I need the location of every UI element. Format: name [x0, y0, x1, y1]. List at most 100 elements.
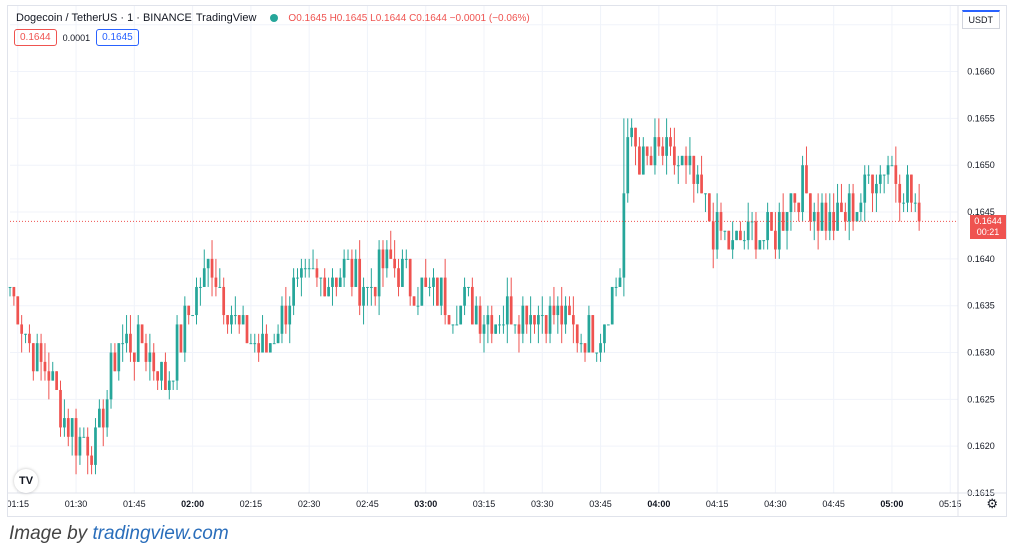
candle-body [288, 305, 292, 325]
candle-body [482, 324, 486, 334]
candle-body [603, 324, 606, 344]
candle-body [502, 324, 505, 326]
candle-body [793, 193, 797, 203]
candle-body [152, 352, 156, 372]
tradingview-logo-icon[interactable]: TV [14, 469, 38, 493]
candle-body [202, 268, 206, 287]
candle-body [572, 315, 575, 325]
candle-body [513, 324, 517, 326]
provider-name: TradingView [195, 12, 257, 24]
candle-body [867, 174, 870, 176]
candle-body [272, 343, 276, 345]
candle-body [428, 286, 431, 288]
candlestick-chart[interactable]: 0.16150.16200.16250.16300.16350.16400.16… [8, 6, 1006, 516]
candle-body [894, 165, 898, 184]
candle-body [490, 315, 494, 334]
candle-body [470, 286, 474, 325]
candle-body [447, 315, 451, 325]
candle-body [711, 221, 715, 250]
candle-body [369, 286, 373, 288]
candle-body [436, 277, 439, 306]
candle-body [707, 193, 711, 222]
candle-body [303, 268, 307, 270]
candle-body [253, 343, 257, 345]
candle-body [723, 230, 727, 232]
candle-body [160, 361, 163, 381]
candle-body [300, 268, 303, 278]
candle-body [816, 212, 820, 231]
x-tick-label: 02:30 [298, 499, 321, 509]
candle-body [781, 212, 785, 231]
candle-body [665, 137, 668, 156]
candle-body [408, 258, 412, 297]
candle-body [882, 174, 886, 176]
candle-body [537, 315, 540, 325]
candle-body [498, 324, 501, 326]
candle-body [890, 165, 894, 167]
candle-body [125, 333, 128, 344]
candle-body [777, 212, 781, 250]
candle-body [676, 165, 680, 167]
candle-body [136, 324, 140, 362]
chart-panel[interactable]: 0.1615 0.1620 0.1625 0.1630 0.1635 0.1640 0.16… [7, 5, 1007, 517]
candle-body [606, 324, 610, 326]
candle-body [836, 202, 839, 231]
source-link[interactable]: tradingview.com [92, 523, 229, 544]
candle-body [315, 268, 319, 278]
candle-body [206, 258, 210, 269]
candle-body [28, 333, 31, 344]
candle-body [366, 286, 369, 288]
candle-body [284, 305, 288, 325]
candle-body [455, 324, 459, 326]
candle-body [789, 193, 793, 213]
candle-body [401, 258, 404, 287]
x-tick-label: 04:30 [764, 499, 787, 509]
candle-body [715, 212, 719, 250]
caption-prefix: Image by [9, 523, 93, 544]
candle-body [746, 221, 750, 241]
market-status-icon[interactable] [270, 14, 279, 22]
x-tick-label: 03:00 [414, 499, 437, 509]
candle-body [94, 427, 97, 465]
candle-body [770, 212, 773, 231]
candle-body [638, 146, 641, 175]
candle-body [327, 286, 330, 297]
candle-body [556, 305, 560, 316]
candle-body [179, 324, 183, 353]
candle-body [257, 343, 261, 353]
x-tick-label: 03:30 [531, 499, 554, 509]
candle-body [210, 258, 214, 278]
candle-body [59, 389, 62, 428]
candle-body [591, 315, 595, 353]
candle-body [560, 305, 564, 325]
candle-body [20, 324, 24, 334]
candle-body [132, 352, 136, 362]
sell-price-button[interactable]: 0.1644 [14, 29, 57, 46]
candle-body [463, 286, 466, 306]
candle-body [653, 137, 657, 166]
candle-body [657, 137, 661, 147]
symbol-title: Dogecoin / TetherUS · 1 · BINANCE [16, 12, 192, 24]
candle-body [840, 202, 843, 213]
candle-body [393, 258, 396, 269]
candle-body [171, 380, 175, 382]
candle-body [696, 174, 700, 184]
gear-icon[interactable]: ⚙ [986, 496, 998, 511]
candle-body [129, 333, 132, 353]
candle-body [451, 324, 455, 326]
candle-body [233, 315, 237, 317]
candle-body [249, 343, 253, 345]
y-tick-label: 0.1660 [967, 67, 995, 77]
candle-body [758, 240, 762, 250]
candle-body [39, 343, 43, 362]
candle-body [35, 343, 39, 372]
last-price-value: 0.1644 [974, 216, 1002, 227]
currency-label[interactable]: USDT [961, 10, 1000, 29]
buy-price-button[interactable]: 0.1645 [96, 29, 139, 46]
ohlc-values: O0.1645 H0.1645 L0.1644 C0.1644 −0.0001 … [288, 12, 530, 24]
candle-body [331, 277, 334, 287]
candle-body [167, 380, 171, 390]
candle-body [245, 315, 249, 344]
candle-body [913, 202, 917, 204]
candle-body [851, 193, 855, 222]
